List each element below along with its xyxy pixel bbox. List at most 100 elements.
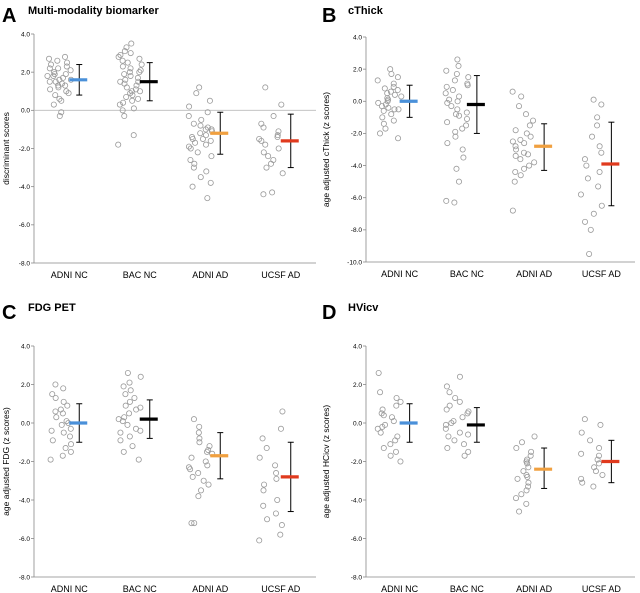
data-point xyxy=(274,134,281,141)
series-bac-nc xyxy=(115,40,158,148)
y-tick-label: -8.0 xyxy=(19,574,31,581)
data-point xyxy=(206,443,213,450)
data-point xyxy=(59,74,66,81)
data-point xyxy=(512,143,519,150)
data-point xyxy=(509,138,516,145)
data-point xyxy=(135,95,142,102)
data-point xyxy=(122,76,129,83)
data-point xyxy=(190,120,197,127)
data-point xyxy=(55,84,62,91)
data-point xyxy=(196,84,203,91)
data-point xyxy=(443,67,450,74)
data-point xyxy=(136,55,143,62)
data-point xyxy=(195,429,202,436)
panel-title: HVicv xyxy=(348,302,379,314)
data-point xyxy=(127,72,134,79)
y-tick-label: -4.0 xyxy=(351,497,363,504)
data-point xyxy=(121,113,128,120)
data-point xyxy=(388,111,395,118)
data-point xyxy=(590,483,597,490)
data-point xyxy=(264,516,271,523)
data-point xyxy=(278,522,285,529)
y-tick-label: 0.0 xyxy=(353,420,362,427)
data-point xyxy=(394,87,401,94)
data-point xyxy=(190,416,197,423)
y-axis-title: age adjusted cThick (z scores) xyxy=(321,92,331,207)
data-point xyxy=(397,458,404,465)
data-point xyxy=(586,250,593,257)
data-point xyxy=(263,164,270,171)
data-point xyxy=(63,63,70,70)
data-point xyxy=(444,119,451,126)
data-point xyxy=(590,96,597,103)
data-point xyxy=(393,394,400,401)
data-point xyxy=(598,101,605,108)
data-point xyxy=(456,112,463,119)
y-tick-label: 2.0 xyxy=(353,382,362,389)
data-point xyxy=(394,74,401,81)
data-point xyxy=(46,55,53,62)
data-point xyxy=(456,429,463,436)
data-point xyxy=(375,369,382,376)
data-point xyxy=(200,477,207,484)
data-point xyxy=(589,133,596,140)
data-point xyxy=(594,114,601,121)
data-point xyxy=(465,74,472,81)
data-point xyxy=(443,83,450,90)
x-category-label: BAC NC xyxy=(450,269,485,279)
data-point xyxy=(192,139,199,146)
data-point xyxy=(444,140,451,147)
data-point xyxy=(278,101,285,108)
x-category-label: BAC NC xyxy=(123,270,158,280)
y-tick-label: -6.0 xyxy=(351,195,363,202)
data-point xyxy=(452,111,459,118)
data-point xyxy=(375,99,382,106)
data-point xyxy=(262,84,269,91)
data-point xyxy=(456,93,463,100)
data-point xyxy=(120,448,127,455)
data-point xyxy=(126,398,133,405)
series-adni-ad xyxy=(185,416,229,527)
data-point xyxy=(513,146,520,153)
series-adni-nc xyxy=(374,369,418,465)
data-point xyxy=(207,137,214,144)
data-point xyxy=(274,496,281,503)
data-point xyxy=(185,464,192,471)
data-point xyxy=(279,408,286,415)
y-tick-label: 0.0 xyxy=(21,420,30,427)
data-point xyxy=(527,133,534,140)
data-point xyxy=(187,145,194,152)
data-point xyxy=(380,107,387,114)
panel-c: C FDG PET 4.0 2.0 0.0 -2.0 -4.0 -6.0 -8.0 age adj… xyxy=(1,302,316,593)
y-axis-title: age adjusted HCicv (z scores) xyxy=(321,405,331,519)
data-point xyxy=(137,404,144,411)
data-point xyxy=(133,82,140,89)
data-point xyxy=(379,114,386,121)
data-point xyxy=(44,72,51,79)
data-point xyxy=(390,117,397,124)
data-point xyxy=(596,168,603,175)
data-point xyxy=(46,65,53,72)
data-point xyxy=(62,445,69,452)
data-point xyxy=(186,103,193,110)
data-point xyxy=(513,445,520,452)
series-ucsf-ad xyxy=(577,96,620,257)
data-point xyxy=(380,120,387,127)
data-point xyxy=(59,80,66,87)
x-category-label: ADNI NC xyxy=(381,269,419,279)
data-point xyxy=(517,172,524,179)
data-point xyxy=(116,101,123,108)
data-point xyxy=(392,448,399,455)
data-point xyxy=(454,98,461,105)
data-point xyxy=(509,88,516,95)
data-point xyxy=(445,433,452,440)
data-point xyxy=(459,125,466,132)
data-point xyxy=(465,448,472,455)
data-point xyxy=(121,48,128,55)
data-point xyxy=(517,156,524,163)
data-point xyxy=(67,67,74,74)
data-point xyxy=(454,106,461,113)
data-point xyxy=(578,450,585,457)
data-point xyxy=(196,439,203,446)
